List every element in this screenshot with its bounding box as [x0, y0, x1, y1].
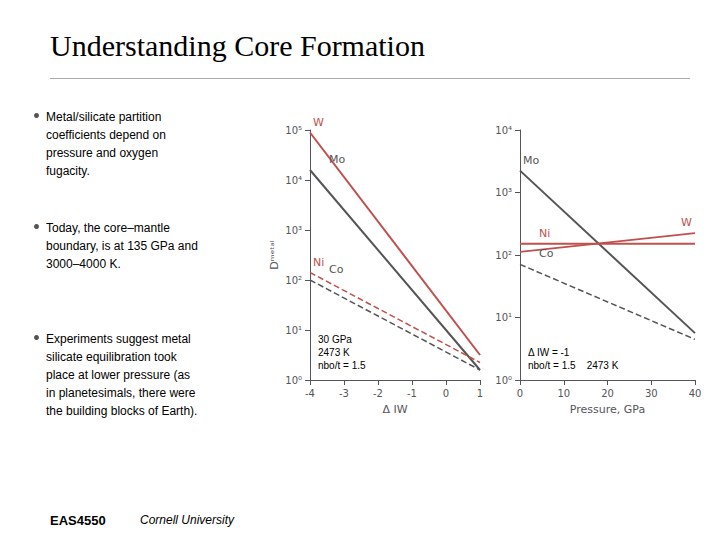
svg-text:Mo: Mo — [329, 153, 345, 166]
svg-text:-1: -1 — [407, 388, 417, 399]
svg-text:Metal/silicate partition: Metal/silicate partition — [46, 110, 161, 124]
svg-text:30: 30 — [645, 388, 658, 399]
svg-text:nbo/t = 1.5 2473 K: nbo/t = 1.5 2473 K — [528, 360, 619, 371]
svg-text:Dᵐᵉᵗᵃˡ: Dᵐᵉᵗᵃˡ — [268, 240, 281, 269]
svg-text:Δ IW: Δ IW — [382, 403, 407, 416]
svg-text:1: 1 — [477, 388, 483, 399]
svg-text:EAS4550: EAS4550 — [50, 513, 106, 528]
svg-text:Experiments suggest metal: Experiments suggest metal — [46, 332, 191, 346]
svg-text:Co: Co — [539, 247, 554, 260]
svg-text:boundary, is at 135 GPa and: boundary, is at 135 GPa and — [46, 239, 198, 253]
svg-text:W: W — [681, 216, 692, 229]
svg-text:-3: -3 — [339, 388, 349, 399]
svg-text:0: 0 — [443, 388, 449, 399]
svg-text:silicate equilibration took: silicate equilibration took — [46, 350, 178, 364]
svg-text:pressure and oxygen: pressure and oxygen — [46, 146, 158, 160]
svg-text:Co: Co — [329, 263, 344, 276]
svg-text:in planetesimals, there were: in planetesimals, there were — [46, 386, 196, 400]
svg-text:-4: -4 — [305, 388, 315, 399]
svg-text:Today, the core–mantle: Today, the core–mantle — [46, 221, 170, 235]
svg-text:10: 10 — [557, 388, 570, 399]
svg-text:Δ IW = -1: Δ IW = -1 — [528, 347, 570, 358]
svg-text:fugacity.: fugacity. — [46, 164, 90, 178]
svg-text:20: 20 — [601, 388, 614, 399]
svg-text:0: 0 — [517, 388, 523, 399]
svg-text:Mo: Mo — [523, 154, 539, 167]
svg-text:10³: 10³ — [495, 187, 512, 198]
svg-text:nbo/t = 1.5: nbo/t = 1.5 — [318, 360, 366, 371]
svg-text:Understanding Core Formation: Understanding Core Formation — [50, 29, 425, 62]
svg-text:10¹: 10¹ — [495, 312, 512, 323]
svg-text:the building blocks of Earth).: the building blocks of Earth). — [46, 404, 197, 418]
svg-text:10²: 10² — [495, 250, 512, 261]
svg-text:place at lower pressure (as: place at lower pressure (as — [46, 368, 190, 382]
svg-text:10¹: 10¹ — [285, 325, 302, 336]
svg-text:40: 40 — [689, 388, 702, 399]
svg-text:W: W — [313, 116, 324, 129]
svg-text:10²: 10² — [285, 275, 302, 286]
svg-text:10³: 10³ — [285, 225, 302, 236]
svg-text:10⁵: 10⁵ — [285, 125, 302, 136]
svg-text:10⁰: 10⁰ — [495, 375, 512, 386]
svg-text:3000–4000 K.: 3000–4000 K. — [46, 257, 121, 271]
svg-text:10⁰: 10⁰ — [285, 375, 302, 386]
svg-text:10⁴: 10⁴ — [495, 125, 512, 136]
svg-text:Cornell University: Cornell University — [140, 513, 235, 527]
svg-text:30 GPa: 30 GPa — [318, 334, 352, 345]
svg-text:Ni: Ni — [539, 227, 550, 240]
svg-text:Ni: Ni — [313, 256, 324, 269]
svg-text:-2: -2 — [373, 388, 383, 399]
svg-text:Pressure, GPa: Pressure, GPa — [570, 403, 645, 416]
svg-text:coefficients depend on: coefficients depend on — [46, 128, 166, 142]
svg-text:10⁴: 10⁴ — [285, 175, 302, 186]
svg-text:2473 K: 2473 K — [318, 347, 350, 358]
